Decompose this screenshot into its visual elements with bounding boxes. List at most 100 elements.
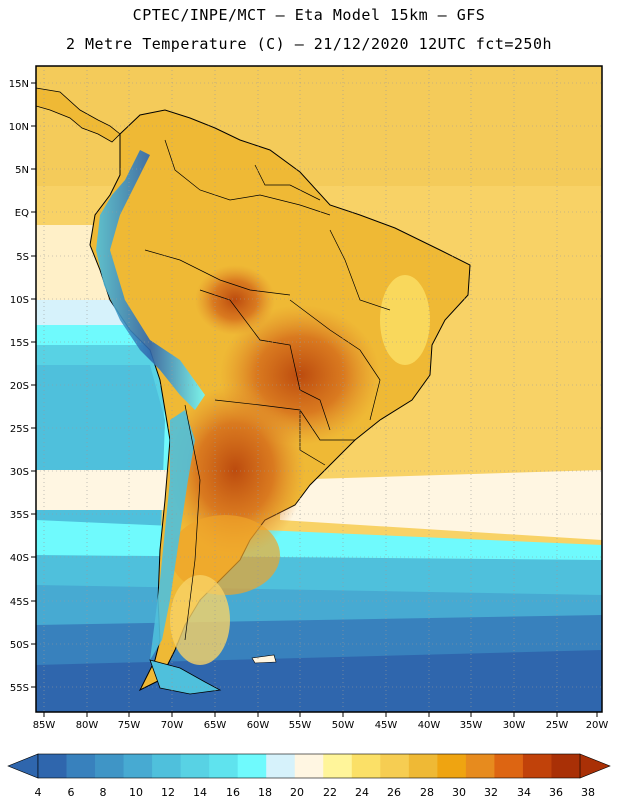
lat-tick: 5S [16, 252, 36, 263]
colorbar-label: 28 [420, 786, 434, 799]
lat-label: 40S [10, 553, 29, 564]
lon-label: 20W [586, 720, 609, 731]
lon-label: 40W [418, 720, 441, 731]
lat-label: 45S [10, 597, 29, 608]
lat-label: 10N [9, 122, 29, 133]
ocean-band-pacific-18 [36, 300, 130, 330]
lon-tick: 55W [289, 712, 312, 731]
colorbar-label: 12 [161, 786, 175, 799]
colorbar-cell [66, 754, 96, 778]
lat-label: 15S [10, 338, 29, 349]
latitude-axis: 15N 10N 5N EQ 5S 10S 15S 20S 25S 30S 35S… [9, 79, 36, 694]
lon-tick: 70W [161, 712, 183, 731]
lon-tick: 40W [418, 712, 441, 731]
lat-tick: 10N [9, 122, 36, 133]
colorbar-label: 18 [258, 786, 272, 799]
andes-cold-north [96, 150, 205, 410]
lat-tick: 50S [10, 640, 36, 651]
colorbar-label: 36 [549, 786, 563, 799]
lat-label: 15N [9, 79, 29, 90]
falkland-islands [251, 654, 277, 664]
lon-tick: 30W [503, 712, 526, 731]
lon-label: 50W [332, 720, 355, 731]
lat-tick: EQ [15, 208, 36, 219]
hot-zone-bolivia [195, 265, 275, 335]
lon-label: 30W [503, 720, 526, 731]
colorbar-cell [522, 754, 552, 778]
lon-label: 25W [546, 720, 569, 731]
colorbar-cell [152, 754, 182, 778]
colorbar-cell [266, 754, 296, 778]
chart-title-line-1: CPTEC/INPE/MCT – Eta Model 15km – GFS [132, 6, 486, 24]
lon-tick: 60W [247, 712, 270, 731]
colorbar: 4 6 8 10 12 14 16 18 20 22 24 26 28 30 3… [7, 753, 611, 799]
longitude-axis: 85W 80W 75W 70W 65W 60W 55W 50W 45W 40W … [33, 712, 609, 731]
lon-tick: 25W [546, 712, 569, 731]
colorbar-label: 38 [581, 786, 595, 799]
chart-title-line-2: 2 Metre Temperature (C) – 21/12/2020 12U… [65, 35, 553, 53]
map-field [36, 66, 602, 712]
cool-highlands-east [380, 275, 430, 365]
colorbar-arrow-left [7, 753, 39, 779]
colorbar-cell [180, 754, 210, 778]
lat-tick: 25S [10, 424, 36, 435]
lat-tick: 45S [10, 597, 36, 608]
colorbar-cell [437, 754, 467, 778]
lat-label: EQ [15, 208, 29, 219]
tierra-del-fuego [149, 659, 222, 695]
colorbar-cell [380, 754, 410, 778]
ocean-band-pacific-12 [36, 365, 165, 560]
lat-tick: 40S [10, 553, 36, 564]
colorbar-frame [37, 753, 581, 779]
colorbar-cell [323, 754, 353, 778]
lat-tick: 10S [10, 295, 36, 306]
lat-label: 25S [10, 424, 29, 435]
lat-tick: 20S [10, 381, 36, 392]
lat-label: 55S [10, 683, 29, 694]
lat-label: 5N [15, 165, 29, 176]
lat-tick: 5N [15, 165, 36, 176]
lon-tick: 35W [460, 712, 483, 731]
lon-label: 85W [33, 720, 56, 731]
colorbar-cell [209, 754, 239, 778]
colorbar-cell [408, 754, 438, 778]
ocean-band-south-4 [36, 650, 602, 712]
lon-tick: 20W [586, 712, 609, 731]
colorbar-cell [38, 754, 67, 778]
colorbar-label: 24 [355, 786, 369, 799]
lon-label: 60W [247, 720, 270, 731]
warm-patagonia-north [170, 515, 280, 595]
colorbar-cell [351, 754, 381, 778]
lon-label: 45W [375, 720, 398, 731]
colorbar-cells [37, 753, 581, 779]
lat-label: 20S [10, 381, 29, 392]
lat-tick: 15S [10, 338, 36, 349]
mild-patagonia [170, 575, 230, 665]
lat-tick: 30S [10, 467, 36, 478]
colorbar-arrow-right [579, 753, 611, 779]
colorbar-label: 16 [226, 786, 240, 799]
colorbar-label: 20 [290, 786, 304, 799]
colorbar-label: 26 [387, 786, 401, 799]
colorbar-label: 30 [452, 786, 466, 799]
lat-label: 30S [10, 467, 29, 478]
lat-label: 10S [10, 295, 29, 306]
colorbar-label: 6 [68, 786, 75, 799]
lon-tick: 75W [118, 712, 141, 731]
andes-cold-south [150, 410, 195, 660]
colorbar-cell [237, 754, 267, 778]
lon-label: 55W [289, 720, 312, 731]
colorbar-labels: 4 6 8 10 12 14 16 18 20 22 24 26 28 30 3… [35, 786, 596, 799]
colorbar-label: 10 [129, 786, 143, 799]
lon-label: 75W [118, 720, 141, 731]
colorbar-cell [294, 754, 324, 778]
colorbar-label: 4 [35, 786, 42, 799]
lat-tick: 35S [10, 510, 36, 521]
lat-tick: 55S [10, 683, 36, 694]
lat-label: 5S [16, 252, 29, 263]
central-america-land [36, 87, 121, 143]
lon-label: 35W [460, 720, 483, 731]
hot-zone-chaco [165, 385, 305, 555]
lat-tick: 15N [9, 79, 36, 90]
